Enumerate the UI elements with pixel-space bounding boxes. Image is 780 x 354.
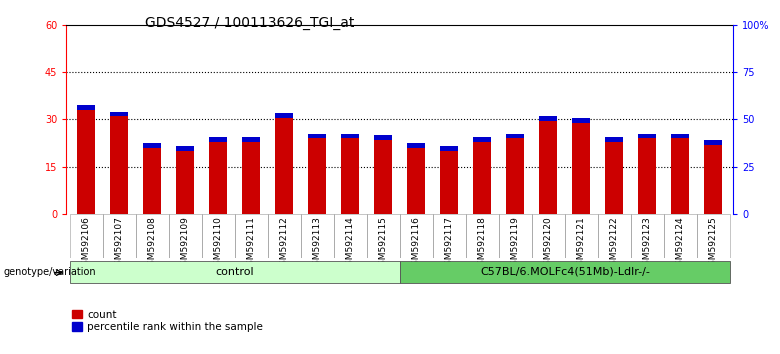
Bar: [407, 143, 425, 148]
Bar: [664, 214, 697, 258]
Bar: [672, 134, 690, 138]
Text: C57BL/6.MOLFc4(51Mb)-Ldlr-/-: C57BL/6.MOLFc4(51Mb)-Ldlr-/-: [480, 267, 650, 277]
Text: GSM592123: GSM592123: [643, 216, 652, 271]
Bar: [605, 137, 623, 142]
Bar: [235, 214, 268, 258]
Text: GSM592114: GSM592114: [346, 216, 355, 271]
Bar: [77, 105, 95, 110]
Text: GSM592106: GSM592106: [82, 216, 90, 271]
Bar: [168, 214, 202, 258]
Bar: [242, 137, 261, 214]
Text: GSM592115: GSM592115: [379, 216, 388, 271]
Bar: [341, 134, 360, 138]
Bar: [597, 214, 631, 258]
Bar: [506, 134, 524, 214]
Bar: [565, 214, 597, 258]
Bar: [143, 143, 161, 148]
Text: GSM592110: GSM592110: [214, 216, 222, 271]
Bar: [440, 146, 459, 214]
Bar: [532, 214, 565, 258]
Text: GSM592118: GSM592118: [478, 216, 487, 271]
Bar: [631, 214, 664, 258]
Text: GSM592121: GSM592121: [577, 216, 586, 271]
Bar: [466, 214, 498, 258]
Bar: [176, 146, 194, 151]
Bar: [202, 214, 235, 258]
Text: GSM592108: GSM592108: [147, 216, 157, 271]
Bar: [110, 112, 128, 214]
Bar: [638, 134, 657, 214]
Text: GSM592107: GSM592107: [115, 216, 123, 271]
Text: GSM592122: GSM592122: [610, 216, 619, 270]
Bar: [69, 214, 103, 258]
Text: GSM592117: GSM592117: [445, 216, 454, 271]
Bar: [573, 118, 590, 214]
Text: GSM592113: GSM592113: [313, 216, 321, 271]
Bar: [334, 214, 367, 258]
Bar: [308, 134, 326, 214]
Bar: [275, 113, 293, 214]
Text: GSM592124: GSM592124: [676, 216, 685, 270]
Bar: [268, 214, 301, 258]
Bar: [301, 214, 334, 258]
Bar: [308, 134, 326, 138]
Bar: [433, 214, 466, 258]
Bar: [374, 135, 392, 214]
Text: GSM592119: GSM592119: [511, 216, 519, 271]
Text: GSM592109: GSM592109: [181, 216, 190, 271]
Bar: [242, 137, 261, 142]
Bar: [704, 140, 722, 214]
Bar: [440, 146, 459, 151]
Bar: [573, 118, 590, 122]
Bar: [506, 134, 524, 138]
Bar: [605, 137, 623, 214]
Bar: [399, 214, 433, 258]
Bar: [341, 134, 360, 214]
Bar: [367, 214, 399, 258]
Bar: [473, 137, 491, 142]
Bar: [539, 116, 558, 121]
Bar: [110, 112, 128, 116]
Text: GSM592120: GSM592120: [544, 216, 553, 271]
Text: control: control: [215, 267, 254, 277]
Bar: [672, 134, 690, 214]
Bar: [374, 135, 392, 140]
Bar: [209, 137, 227, 142]
Text: GSM592111: GSM592111: [246, 216, 256, 271]
Bar: [209, 137, 227, 214]
Bar: [697, 214, 730, 258]
Text: GSM592112: GSM592112: [280, 216, 289, 271]
Bar: [103, 214, 136, 258]
Bar: [77, 105, 95, 214]
Bar: [399, 261, 730, 283]
Bar: [638, 134, 657, 138]
Bar: [143, 143, 161, 214]
Bar: [539, 116, 558, 214]
Legend: count, percentile rank within the sample: count, percentile rank within the sample: [72, 310, 263, 332]
Bar: [69, 261, 399, 283]
Bar: [473, 137, 491, 214]
Text: GSM592116: GSM592116: [412, 216, 420, 271]
Bar: [704, 140, 722, 145]
Text: genotype/variation: genotype/variation: [4, 267, 97, 277]
Bar: [407, 143, 425, 214]
Text: GSM592125: GSM592125: [709, 216, 718, 271]
Bar: [498, 214, 532, 258]
Bar: [275, 113, 293, 118]
Bar: [136, 214, 168, 258]
Text: GDS4527 / 100113626_TGI_at: GDS4527 / 100113626_TGI_at: [145, 16, 354, 30]
Bar: [176, 146, 194, 214]
